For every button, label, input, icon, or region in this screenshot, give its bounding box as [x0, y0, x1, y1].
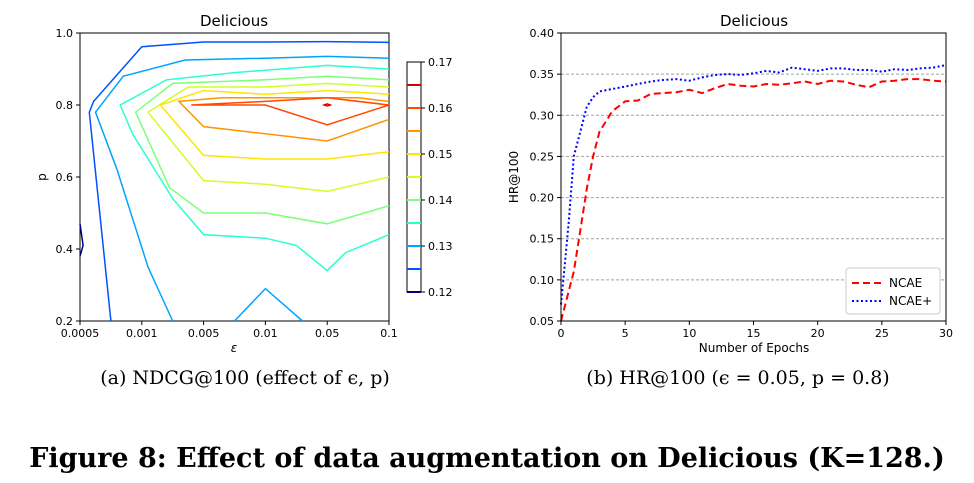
right-subcaption: (b) HR@100 (ϵ = 0.05, p = 0.8): [586, 367, 889, 389]
right-y-tick-label: 0.30: [530, 109, 555, 122]
left-x-tick-label: 0.01: [253, 327, 278, 340]
left-y-tick-label: 1.0: [56, 27, 74, 40]
left-x-tick-label: 0.005: [188, 327, 220, 340]
series-line-ncae: [560, 78, 947, 322]
right-x-tick-label: 10: [682, 327, 696, 340]
right-y-tick-label: 0.15: [530, 233, 555, 246]
legend-label-ncae: NCAE: [889, 276, 922, 290]
colorbar-tick-label: 0.12: [428, 286, 453, 299]
right-x-tick-label: 25: [875, 327, 889, 340]
colorbar-tick-label: 0.14: [428, 194, 453, 207]
contour-line: [134, 75, 390, 225]
right-y-tick-label: 0.25: [530, 150, 555, 163]
contour-line: [79, 223, 84, 257]
left-x-ticks: 0.0005 0.001 0.005 0.01 0.05 0.1: [61, 321, 398, 340]
legend-label-ncae-plus: NCAE+: [889, 294, 932, 308]
contour-line: [177, 97, 390, 142]
right-y-tick-label: 0.35: [530, 68, 555, 81]
contour-line: [146, 82, 390, 193]
contour-line: [88, 40, 390, 322]
left-plot-frame: [79, 32, 390, 322]
right-y-tick-label: 0.40: [530, 27, 555, 40]
contour-line: [94, 55, 390, 322]
right-x-tick-label: 15: [747, 327, 761, 340]
contour-panel: Delicious 0.0005 0.001 0.005 0.01 0.05 0.1 0.…: [35, 12, 453, 389]
legend-box: [845, 267, 941, 315]
colorbar-tick-label: 0.13: [428, 240, 453, 253]
colorbar-tick-label: 0.15: [428, 148, 453, 161]
series-line-ncae-plus: [560, 64, 947, 305]
line-panel: Delicious 0 5 10 15 20 25 30 0.050.100.150.200…: [507, 12, 953, 389]
contour-line: [233, 287, 303, 322]
left-y-tick-label: 0.4: [56, 243, 74, 256]
colorbar-tick-label: 0.16: [428, 102, 453, 115]
right-series: [560, 64, 947, 322]
left-y-axis-label: p: [35, 173, 49, 181]
contour-line: [159, 89, 390, 160]
left-y-tick-label: 0.6: [56, 171, 74, 184]
right-y-tick-label: 0.10: [530, 274, 555, 287]
right-y-axis-label: HR@100: [507, 151, 521, 203]
right-x-axis-label: Number of Epochs: [699, 341, 809, 355]
right-x-tick-label: 5: [622, 327, 629, 340]
contour-lines: [79, 40, 390, 322]
legend: NCAE NCAE+: [845, 267, 941, 315]
right-y-tick-label: 0.20: [530, 192, 555, 205]
left-y-ticks: 0.2 0.4 0.6 0.8 1.0: [56, 27, 80, 328]
right-x-tick-label: 30: [939, 327, 953, 340]
left-x-tick-label: 0.05: [315, 327, 340, 340]
left-x-tick-label: 0.1: [380, 327, 398, 340]
left-y-tick-label: 0.2: [56, 315, 74, 328]
left-subcaption: (a) NDCG@100 (effect of ϵ, p): [100, 367, 390, 389]
right-x-ticks: 0 5 10 15 20 25 30: [558, 321, 953, 340]
left-y-tick-label: 0.8: [56, 99, 74, 112]
colorbar-ticks: 0.12 0.13 0.14 0.15 0.16 0.17: [421, 56, 453, 299]
right-chart-title: Delicious: [720, 12, 788, 30]
contour-line: [321, 103, 333, 107]
colorbar-levels: [407, 84, 421, 293]
left-chart-title: Delicious: [200, 12, 268, 30]
left-x-axis-label: ε: [231, 341, 238, 355]
contour-line: [119, 64, 390, 272]
right-y-ticks: 0.05 0.10 0.15 0.20 0.25 0.30 0.35 0.40: [530, 27, 561, 328]
colorbar-tick-label: 0.17: [428, 56, 453, 69]
left-x-tick-label: 0.001: [126, 327, 158, 340]
contour-line: [191, 97, 390, 126]
left-x-tick-label: 0.0005: [61, 327, 100, 340]
right-x-tick-label: 20: [811, 327, 825, 340]
right-y-tick-label: 0.05: [530, 315, 555, 328]
figure-caption: Figure 8: Effect of data augmentation on…: [29, 443, 944, 474]
right-x-tick-label: 0: [558, 327, 565, 340]
